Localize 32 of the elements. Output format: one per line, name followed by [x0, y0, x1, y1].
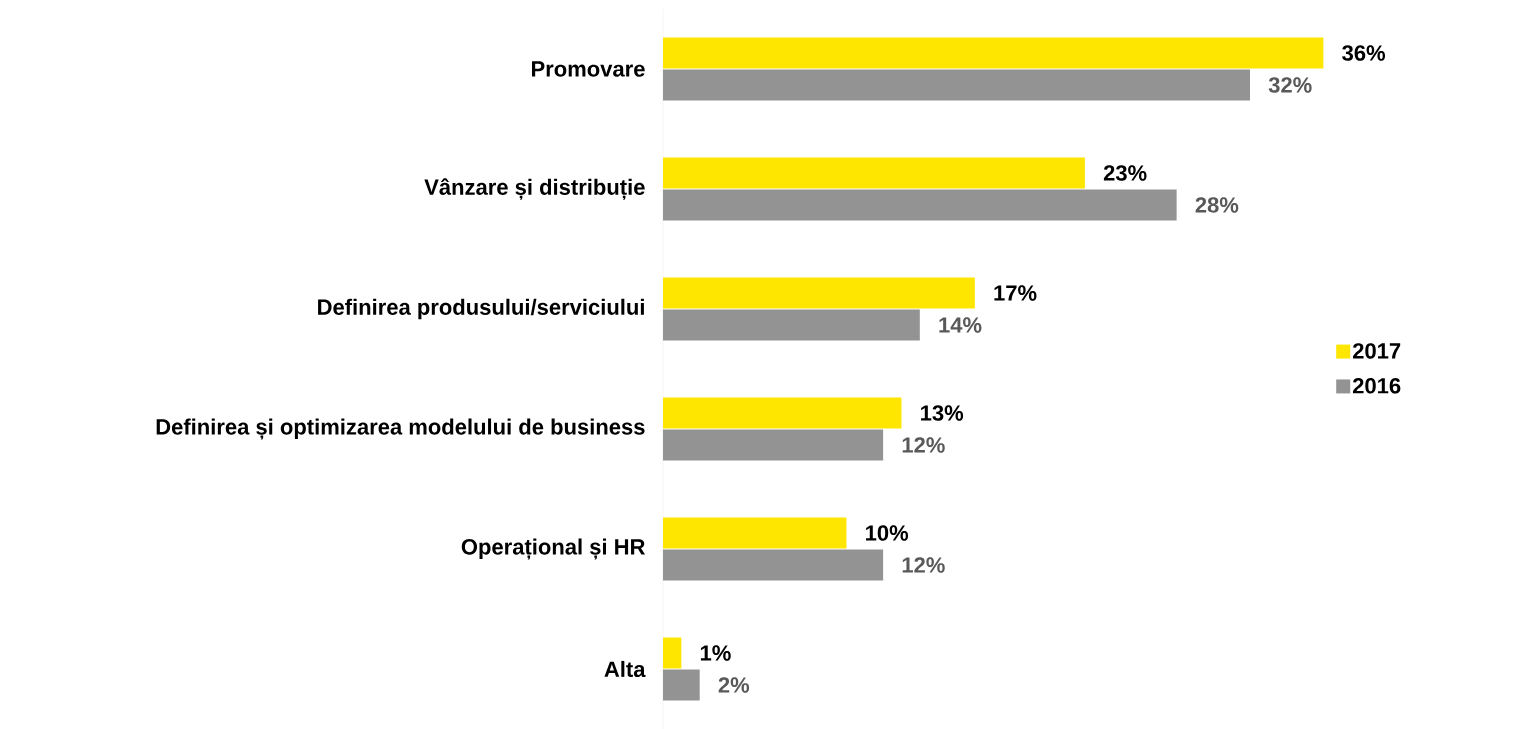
- y-tick-label: Definirea produsului/serviciului: [318, 298, 644, 320]
- y-tick-label: Vânzare și distribuție: [424, 178, 645, 200]
- data-label: 32%: [1268, 77, 1312, 93]
- data-label: 36%: [1342, 45, 1386, 61]
- y-tick-label: Promovare: [532, 61, 645, 77]
- bar: [663, 69, 1251, 101]
- y-tick-label: Definirea și optimizarea modelului de business: [156, 418, 645, 440]
- data-label: 23%: [1103, 165, 1147, 181]
- bar: [663, 157, 1085, 189]
- bar: [663, 397, 902, 429]
- data-label: 10%: [866, 525, 909, 541]
- data-label: 13%: [921, 405, 964, 421]
- bar: [663, 37, 1324, 69]
- bar: [663, 189, 1177, 221]
- y-tick-label: Alta: [604, 660, 646, 678]
- bar: [663, 549, 884, 581]
- bar: [663, 517, 847, 549]
- legend-label: 2017: [1352, 343, 1401, 359]
- data-label: 1%: [700, 645, 731, 661]
- legend-label: 2016: [1352, 378, 1401, 394]
- data-label: 17%: [994, 285, 1037, 301]
- data-label: 28%: [1195, 197, 1239, 213]
- bar: [663, 429, 884, 461]
- data-label: 12%: [902, 557, 945, 573]
- data-label: 2%: [718, 677, 750, 693]
- bar: [663, 669, 700, 701]
- data-label: 12%: [902, 437, 945, 453]
- y-tick-label: Operațional și HR: [461, 538, 645, 560]
- data-label: 14%: [939, 317, 982, 333]
- bar: [663, 309, 920, 341]
- bar: [663, 277, 975, 309]
- bar: [663, 637, 682, 669]
